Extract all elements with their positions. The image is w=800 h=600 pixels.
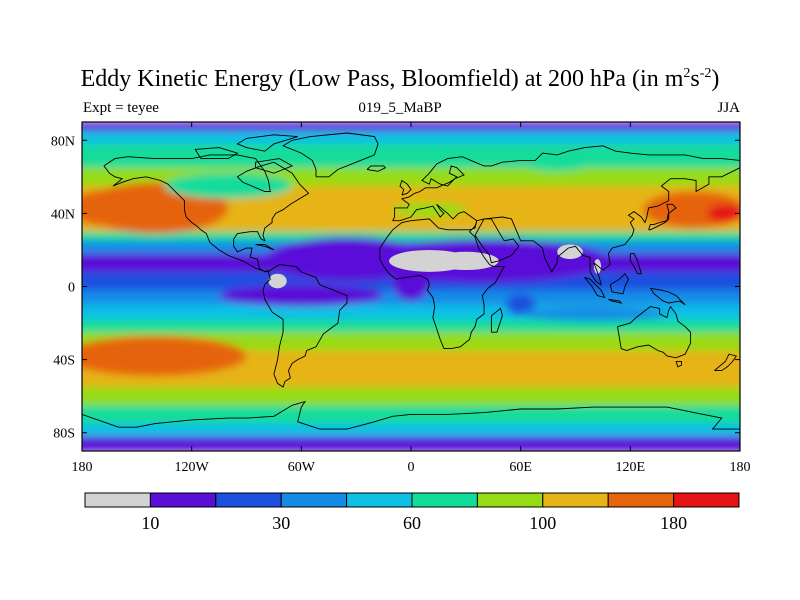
- y-tick-label: 40N: [51, 207, 75, 222]
- eke-band: [82, 131, 740, 145]
- colorbar-box: [346, 492, 413, 508]
- eke-region: [367, 273, 382, 282]
- coastline: [609, 272, 630, 295]
- y-tick-label: 40S: [53, 354, 75, 369]
- x-tick-label: 180: [72, 460, 93, 475]
- colorbar-box: [280, 492, 348, 508]
- coastline: [255, 244, 275, 251]
- contour-field: [82, 122, 740, 451]
- chart-title: Eddy Kinetic Energy (Low Pass, Bloomfiel…: [80, 66, 720, 92]
- axis-ticks: 80N 40N 0 40S 80S 180 120W 60W 0 60E 120E 180: [51, 122, 751, 475]
- eke-region: [557, 244, 583, 260]
- coastline: [282, 132, 379, 178]
- eke-region: [432, 251, 499, 271]
- eke-band: [82, 436, 740, 451]
- eke-region: [268, 273, 287, 289]
- eke-region: [164, 173, 293, 199]
- colorbar-box: [476, 492, 544, 508]
- eke-band: [82, 231, 740, 242]
- colorbar-box: [215, 492, 282, 508]
- coastline: [194, 147, 239, 160]
- colorbar-label: 100: [529, 513, 556, 533]
- y-tick-label: 80N: [51, 134, 75, 149]
- coastline: [650, 287, 686, 306]
- case-label: 019_5_MaBP: [358, 100, 442, 116]
- eke-band: [82, 319, 740, 333]
- x-tick-label: 60W: [288, 460, 316, 475]
- colorbar-box: [673, 492, 740, 508]
- eke-band: [82, 423, 740, 437]
- colorbar-box: [84, 492, 151, 508]
- coastline: [608, 298, 623, 304]
- coastline: [584, 276, 606, 299]
- eke-band: [82, 387, 740, 406]
- coastline: [366, 165, 387, 172]
- colorbar-label: 30: [272, 513, 290, 533]
- coastline: [399, 179, 412, 196]
- colorbar: 10 30 60 100 180: [84, 492, 740, 533]
- colorbar-box: [411, 492, 478, 508]
- experiment-label: Expt = teyee: [83, 100, 159, 116]
- eke-region: [392, 202, 466, 218]
- coastline: [255, 158, 294, 174]
- coastline-overlay: [82, 132, 740, 451]
- coastline: [262, 264, 348, 388]
- colorbar-label: 10: [141, 513, 159, 533]
- coastline: [617, 305, 692, 359]
- x-tick-label: 0: [408, 460, 415, 475]
- y-tick-label: 0: [68, 281, 75, 296]
- x-tick-label: 120E: [616, 460, 646, 475]
- coastline: [714, 353, 738, 372]
- coastline: [103, 154, 310, 273]
- eke-band: [82, 332, 740, 351]
- eke-region: [520, 153, 594, 172]
- coastline: [648, 203, 677, 231]
- eke-region: [219, 284, 384, 307]
- eke-region: [707, 204, 740, 223]
- eke-band: [82, 143, 740, 169]
- x-tick-label: 60E: [509, 460, 532, 475]
- coastline: [82, 400, 740, 451]
- colorbar-box: [149, 492, 217, 508]
- x-tick-label: 180: [730, 460, 751, 475]
- field-layer: [82, 122, 740, 451]
- coastline: [490, 307, 503, 333]
- colorbar-label: 180: [660, 513, 687, 533]
- eke-region: [82, 335, 247, 377]
- eke-region: [506, 293, 536, 316]
- eke-region: [593, 259, 602, 274]
- eke-region: [392, 264, 430, 302]
- x-tick-label: 120W: [175, 460, 210, 475]
- y-tick-label: 80S: [53, 427, 75, 442]
- coastline: [629, 253, 642, 275]
- coastline: [379, 145, 740, 350]
- eke-region: [520, 306, 667, 322]
- coastline: [236, 134, 298, 152]
- colorbar-label: 60: [403, 513, 421, 533]
- coastline: [675, 360, 682, 368]
- colorbar-box: [542, 492, 609, 508]
- colorbar-box: [607, 492, 675, 508]
- season-label: JJA: [717, 100, 740, 116]
